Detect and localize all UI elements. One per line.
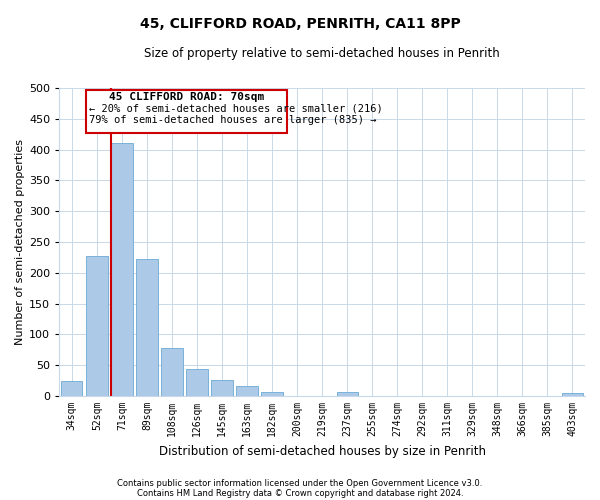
Title: Size of property relative to semi-detached houses in Penrith: Size of property relative to semi-detach… [144, 48, 500, 60]
Bar [86, 90, 287, 133]
Bar [86, 256, 107, 396]
Bar [262, 392, 283, 396]
Bar [111, 143, 133, 396]
Text: Contains HM Land Registry data © Crown copyright and database right 2024.: Contains HM Land Registry data © Crown c… [137, 488, 463, 498]
Bar [236, 386, 258, 396]
Bar [161, 348, 182, 396]
Text: 45 CLIFFORD ROAD: 70sqm: 45 CLIFFORD ROAD: 70sqm [109, 92, 264, 102]
Bar [562, 393, 583, 396]
Text: ← 20% of semi-detached houses are smaller (216): ← 20% of semi-detached houses are smalle… [89, 104, 383, 114]
Bar [211, 380, 233, 396]
Text: 79% of semi-detached houses are larger (835) →: 79% of semi-detached houses are larger (… [89, 114, 377, 124]
Bar [61, 380, 82, 396]
Bar [136, 260, 158, 396]
Text: 45, CLIFFORD ROAD, PENRITH, CA11 8PP: 45, CLIFFORD ROAD, PENRITH, CA11 8PP [140, 18, 460, 32]
Bar [337, 392, 358, 396]
Text: Contains public sector information licensed under the Open Government Licence v3: Contains public sector information licen… [118, 478, 482, 488]
X-axis label: Distribution of semi-detached houses by size in Penrith: Distribution of semi-detached houses by … [158, 444, 485, 458]
Bar [187, 369, 208, 396]
Y-axis label: Number of semi-detached properties: Number of semi-detached properties [15, 139, 25, 345]
